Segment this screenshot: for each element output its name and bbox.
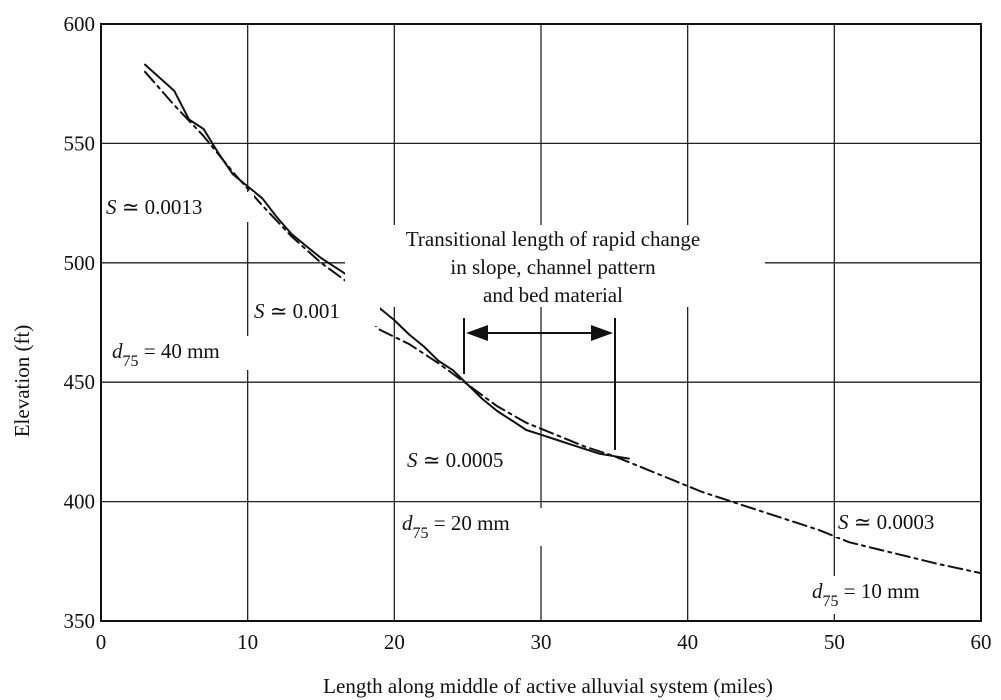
series-line-dash-dot (144, 70, 982, 575)
slope-annotation-upper: S ≃ 0.0013 (106, 195, 202, 219)
x-tick-label: 10 (237, 630, 258, 654)
annotation-backdrop (400, 508, 566, 546)
slope-annotation-mid: S ≃ 0.001 (254, 299, 340, 323)
slope-annotation-low: S ≃ 0.0005 (407, 448, 503, 472)
grid-lines (101, 24, 981, 621)
x-tick-label: 40 (677, 630, 698, 654)
y-axis-title: Elevation (ft) (10, 325, 34, 438)
x-tick-label: 50 (824, 630, 845, 654)
annotation-backdrop (110, 336, 252, 370)
slope-annotation-end: S ≃ 0.0003 (838, 510, 934, 534)
annotation-backdrop (405, 446, 533, 476)
series-layer (144, 63, 982, 575)
transition-arrow-right (591, 325, 613, 341)
y-axis-ticks: 350 400 450 500 550 600 (64, 12, 96, 633)
d75-annotation-upper: d75 = 40 mm (112, 339, 220, 370)
transition-span-marker (463, 318, 616, 450)
y-tick-label: 350 (64, 609, 96, 633)
x-tick-label: 60 (971, 630, 992, 654)
plot-frame (100, 23, 982, 622)
annotation-backdrop (104, 192, 254, 222)
y-tick-label: 400 (64, 490, 96, 514)
annotation-backdrop (808, 576, 974, 614)
y-tick-label: 450 (64, 370, 96, 394)
x-tick-label: 30 (531, 630, 552, 654)
x-tick-label: 20 (384, 630, 405, 654)
transition-label-line2: in slope, channel pattern (450, 255, 656, 279)
x-axis-title: Length along middle of active alluvial s… (323, 674, 773, 698)
annotation-backdrop (835, 507, 971, 537)
transition-arrow-left (466, 325, 488, 341)
d75-annotation-mid: d75 = 20 mm (402, 511, 510, 542)
y-tick-label: 600 (64, 12, 96, 36)
transition-label-line3: and bed material (483, 283, 623, 307)
x-axis-ticks: 0 10 20 30 40 50 60 (96, 630, 992, 654)
transition-label-line1: Transitional length of rapid change (406, 227, 700, 251)
annotation-backdrop (345, 225, 765, 307)
d75-annotation-end: d75 = 10 mm (812, 579, 920, 610)
x-tick-label: 0 (96, 630, 107, 654)
y-tick-label: 500 (64, 251, 96, 275)
y-tick-label: 550 (64, 131, 96, 155)
